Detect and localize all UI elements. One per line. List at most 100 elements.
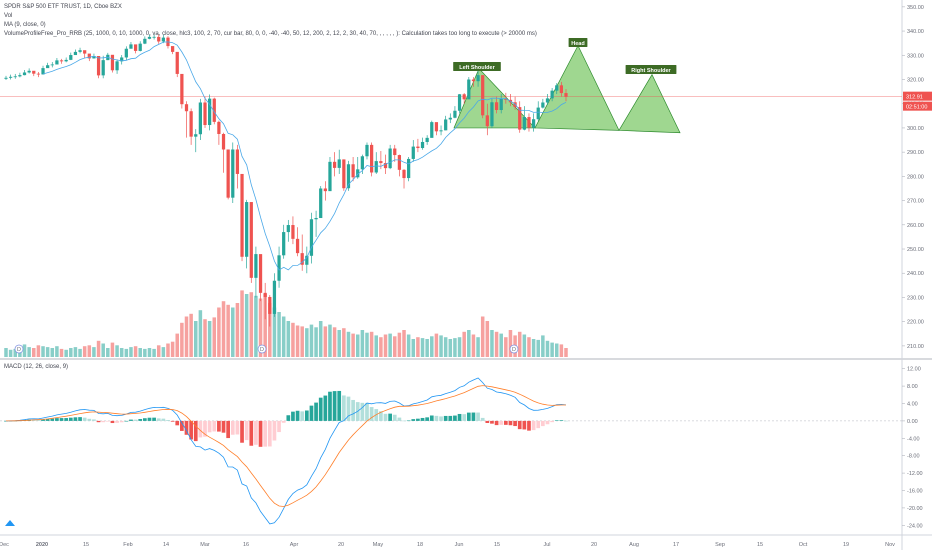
macd-histogram-bar	[133, 419, 138, 421]
macd-histogram-bar	[314, 402, 318, 421]
volume-bar	[207, 321, 212, 357]
volume-bar	[480, 316, 485, 357]
volume-bar	[545, 340, 550, 357]
dividend-marker[interactable]	[509, 344, 519, 354]
candle-body	[527, 117, 531, 128]
dividend-marker[interactable]	[257, 344, 267, 354]
volume-bar	[531, 339, 536, 357]
candle-body	[295, 238, 300, 254]
price-tick-label: 240.00	[907, 271, 924, 277]
time-tick-label: 16	[243, 542, 249, 548]
tradingview-logo-icon[interactable]	[5, 520, 15, 526]
macd-histogram-bar	[295, 410, 300, 421]
macd-tick-label: -16.00	[907, 489, 923, 495]
candle-body	[170, 46, 175, 52]
volume-bar	[323, 326, 328, 357]
volume-bar	[138, 348, 142, 357]
macd-histogram-bar	[263, 420, 268, 447]
symbol-legend[interactable]: SPDR S&P 500 ETF TRUST, 1D, Cboe BZX	[4, 4, 122, 10]
head-label-bg[interactable]	[568, 38, 588, 47]
left-shoulder-label-bg[interactable]	[453, 62, 501, 71]
candle-body	[467, 79, 471, 100]
last-price-tag[interactable]	[903, 91, 932, 101]
candle-body	[41, 68, 45, 75]
macd-histogram-bar	[434, 415, 439, 421]
volume-bar	[59, 348, 64, 357]
dividend-marker-letter: D	[17, 347, 21, 353]
candle-body	[379, 161, 383, 164]
volume-bar	[226, 304, 230, 357]
volume-bar	[96, 340, 101, 357]
macd-histogram-bar	[166, 420, 170, 421]
volume-bar	[425, 339, 429, 357]
volume-bar	[69, 348, 73, 357]
macd-tick-label: 0.00	[907, 419, 918, 425]
candle-body	[407, 158, 411, 179]
right-shoulder-triangle[interactable]	[618, 73, 681, 134]
macd-histogram-bar	[161, 418, 166, 421]
macd-histogram-bar	[522, 420, 527, 430]
countdown-tag[interactable]	[903, 101, 932, 111]
candle-body	[245, 202, 249, 257]
candle-body	[258, 254, 263, 293]
volume-bar	[281, 316, 286, 357]
time-tick-label: Jun	[455, 542, 464, 548]
macd-histogram-bar	[152, 417, 156, 421]
volume-bar	[332, 327, 337, 357]
candle-body	[115, 61, 119, 71]
candle-body	[198, 102, 202, 135]
volume-profile-legend[interactable]: VolumeProfileFree_Pro_RRB (25, 1000, 0, …	[4, 31, 537, 37]
macd-histogram-bar	[429, 415, 434, 421]
candle-body	[208, 98, 212, 126]
volume-bar	[374, 335, 379, 357]
volume-bar	[536, 339, 540, 357]
candle-body	[425, 137, 429, 142]
candle-body	[286, 225, 290, 233]
macd-legend[interactable]: MACD (12, 26, close, 9)	[4, 364, 69, 370]
candle-body	[346, 164, 351, 189]
candle-body	[240, 173, 244, 257]
ma-legend[interactable]: MA (9, close, 0)	[4, 22, 46, 28]
macd-histogram-bar	[360, 402, 365, 421]
candle-body	[235, 149, 240, 174]
candle-body	[314, 218, 318, 220]
candle-body	[471, 79, 476, 82]
time-tick-label: 18	[417, 542, 423, 548]
right-shoulder-label-bg[interactable]	[625, 65, 677, 74]
candle-body	[531, 119, 536, 128]
macd-pane[interactable]	[0, 360, 902, 534]
volume-bar	[504, 337, 508, 357]
dividend-marker[interactable]	[14, 344, 24, 354]
time-tick-label: Oct	[799, 542, 808, 548]
price-pane[interactable]	[0, 0, 902, 358]
price-tick-label: 250.00	[907, 247, 924, 253]
time-tick-label: Feb	[123, 542, 132, 548]
candle-body	[439, 130, 443, 132]
macd-histogram-bar	[226, 420, 230, 439]
macd-histogram-bar	[272, 420, 277, 441]
time-tick-label: Aug	[629, 542, 639, 548]
price-tick-label: 230.00	[907, 295, 924, 301]
candle-body	[323, 188, 327, 192]
macd-histogram-bar	[457, 413, 462, 421]
macd-histogram-bar	[55, 418, 59, 421]
macd-histogram-bar	[31, 419, 36, 421]
candle-body	[300, 253, 304, 265]
time-tick-label: May	[373, 542, 384, 548]
macd-histogram-bar	[480, 417, 485, 421]
candle-body	[277, 255, 281, 281]
dividend-marker-letter: D	[512, 347, 516, 353]
volume-bar	[434, 333, 439, 357]
candle-body	[254, 254, 258, 278]
candle-body	[78, 50, 82, 52]
price-tick-label: 280.00	[907, 174, 924, 180]
right-shoulder-label: Right Shoulder	[631, 68, 671, 74]
macd-histogram-bar	[392, 414, 397, 421]
volume-bar	[240, 290, 244, 357]
candle-body	[499, 98, 503, 111]
dividend-marker-letter: D	[260, 347, 264, 353]
macd-histogram-bar	[527, 420, 531, 431]
vol-legend[interactable]: Vol	[4, 13, 13, 19]
